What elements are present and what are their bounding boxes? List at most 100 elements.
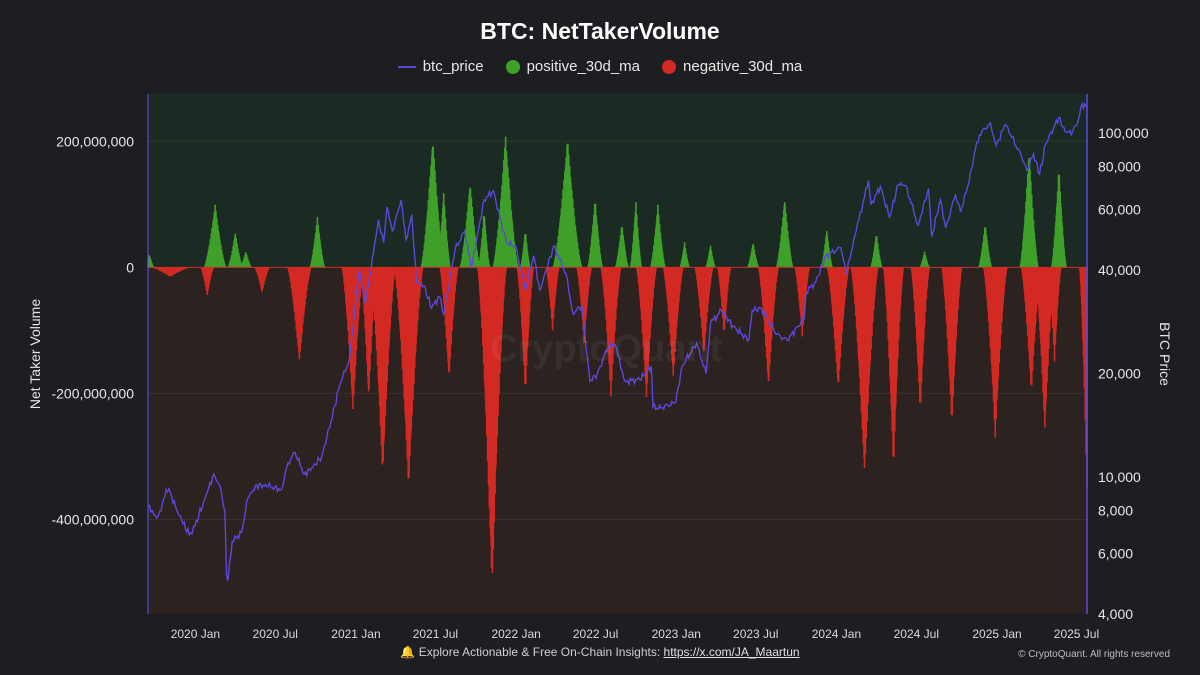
positive-bar (790, 262, 793, 268)
positive-bar (517, 266, 519, 268)
negative-bar (711, 267, 714, 269)
positive-region-bg (148, 94, 1087, 268)
legend: btc_price positive_30d_ma negative_30d_m… (0, 58, 1200, 75)
legend-swatch-positive (505, 59, 520, 74)
x-tick-label: 2024 Jul (894, 627, 939, 641)
watermark: CryptoQuant (490, 328, 723, 370)
positive-bar (224, 265, 227, 268)
negative-bar (1005, 267, 1007, 276)
positive-bar (663, 264, 666, 268)
negative-bar (212, 267, 214, 269)
legend-item-positive[interactable]: positive_30d_ma (505, 58, 641, 75)
negative-bar (619, 267, 622, 269)
positive-bar (687, 265, 690, 268)
positive-bar (323, 264, 325, 268)
positive-bar (516, 264, 519, 268)
negative-bar (847, 267, 850, 269)
y-tick-label: -200,000,000 (51, 385, 134, 401)
x-tick-label: 2021 Jul (413, 627, 458, 641)
negative-bar (532, 267, 534, 273)
positive-bar (580, 264, 582, 268)
x-tick-label: 2023 Jan (652, 627, 701, 641)
y2-tick-label: 4,000 (1098, 606, 1133, 622)
y-tick-label: -400,000,000 (51, 511, 134, 527)
y2-tick-label: 20,000 (1098, 366, 1141, 382)
positive-bar (880, 265, 883, 268)
negative-region-bg (148, 267, 1087, 614)
y2-tick-label: 100,000 (1098, 125, 1149, 141)
negative-bar (456, 267, 459, 272)
negative-bar (505, 267, 507, 270)
positive-bar (791, 266, 794, 268)
x-tick-label: 2022 Jan (491, 627, 540, 641)
positive-bar (990, 264, 992, 268)
negative-bar (590, 267, 592, 269)
legend-label-positive: positive_30d_ma (526, 58, 641, 75)
negative-bar (927, 267, 930, 273)
negative-bar (557, 267, 560, 272)
footer: 🔔 Explore Actionable & Free On-Chain Ins… (0, 645, 1200, 659)
positive-bar (1036, 262, 1039, 268)
negative-bar (876, 267, 879, 272)
x-tick-label: 2022 Jul (573, 627, 618, 641)
negative-bar (777, 267, 779, 269)
positive-bar (1065, 265, 1067, 268)
positive-bar (600, 264, 603, 268)
btc-price-line (147, 101, 1088, 581)
negative-bar (902, 267, 904, 270)
negative-bar (456, 267, 459, 269)
x-tick-label: 2023 Jul (733, 627, 778, 641)
negative-bar (808, 267, 810, 271)
positive-bar (601, 266, 603, 268)
negative-bar (729, 267, 732, 269)
negative-bar (876, 267, 878, 276)
legend-label-btc-price: btc_price (422, 58, 484, 75)
x-tick-label: 2025 Jan (972, 627, 1021, 641)
x-tick-label: 2020 Jul (253, 627, 298, 641)
negative-bar (1005, 267, 1008, 270)
x-tick-label: 2024 Jan (812, 627, 861, 641)
y2-tick-label: 8,000 (1098, 502, 1133, 518)
positive-bar (488, 265, 491, 268)
x-tick-label: 2025 Jul (1054, 627, 1099, 641)
positive-bar (488, 263, 490, 268)
negative-bar (309, 267, 312, 270)
y-axis-title: Net Taker Volume (27, 299, 43, 409)
negative-bar (532, 267, 535, 270)
y2-tick-label: 10,000 (1098, 469, 1141, 485)
y2-tick-label: 40,000 (1098, 262, 1141, 278)
negative-bar (876, 267, 879, 270)
negative-bar (654, 267, 657, 272)
footer-link[interactable]: https://x.com/JA_Maartun (663, 645, 800, 659)
negative-bar (421, 267, 424, 269)
legend-item-btc-price[interactable]: btc_price (397, 58, 484, 75)
footer-text: Explore Actionable & Free On-Chain Insig… (418, 645, 661, 659)
positive-bar (830, 264, 833, 268)
negative-bar (589, 267, 592, 272)
negative-bar (928, 267, 930, 270)
positive-bar (528, 264, 531, 268)
negative-bar (682, 267, 684, 269)
bell-icon: 🔔 (400, 645, 416, 659)
negative-bar (655, 267, 657, 269)
negative-bar (901, 267, 904, 274)
positive-bar (626, 265, 629, 268)
positive-bar (448, 262, 451, 268)
legend-item-negative[interactable]: negative_30d_ma (662, 58, 802, 75)
negative-bar (421, 267, 424, 272)
legend-swatch-btc-price (397, 65, 416, 68)
legend-swatch-negative (662, 59, 677, 74)
y2-tick-label: 6,000 (1098, 545, 1133, 561)
y-tick-label: 200,000,000 (56, 133, 134, 149)
negative-bar (557, 267, 560, 269)
y-tick-label: 0 (126, 259, 134, 275)
negative-bar (960, 267, 962, 273)
x-tick-label: 2021 Jan (331, 627, 380, 641)
negative-bar (504, 267, 507, 274)
negative-bar (960, 267, 963, 270)
positive-bar (528, 266, 531, 268)
positive-bar (791, 264, 793, 268)
negative-bar (808, 267, 811, 269)
positive-bar (664, 266, 666, 268)
